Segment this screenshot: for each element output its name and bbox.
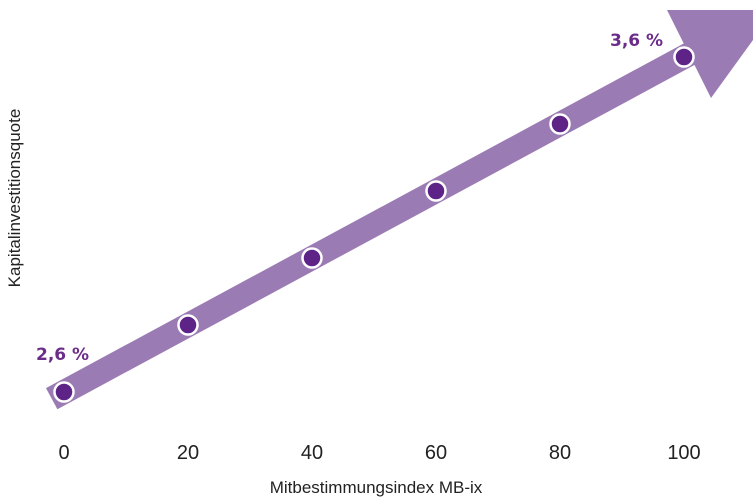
start-value-label: 2,6 % [36, 345, 89, 365]
trend-arrowhead [667, 10, 753, 98]
x-axis-title: Mitbestimmungsindex MB-ix [270, 478, 483, 497]
data-point [177, 314, 199, 336]
end-value-label: 3,6 % [610, 31, 663, 51]
data-point [53, 381, 75, 403]
trend-band [45, 39, 703, 410]
data-point [673, 46, 695, 68]
data-point [425, 180, 447, 202]
data-point [301, 247, 323, 269]
data-point [549, 113, 571, 135]
x-tick-label: 0 [58, 442, 69, 464]
x-tick-label: 60 [425, 442, 447, 464]
x-tick-label: 40 [301, 442, 323, 464]
x-tick-label: 80 [549, 442, 571, 464]
data-markers [53, 46, 695, 403]
x-tick-label: 20 [177, 442, 199, 464]
x-tick-label: 100 [667, 442, 700, 464]
y-axis-title: Kapitalinvestitionsquote [5, 109, 24, 288]
x-axis-ticks: 0 20 40 60 80 100 [58, 442, 700, 464]
